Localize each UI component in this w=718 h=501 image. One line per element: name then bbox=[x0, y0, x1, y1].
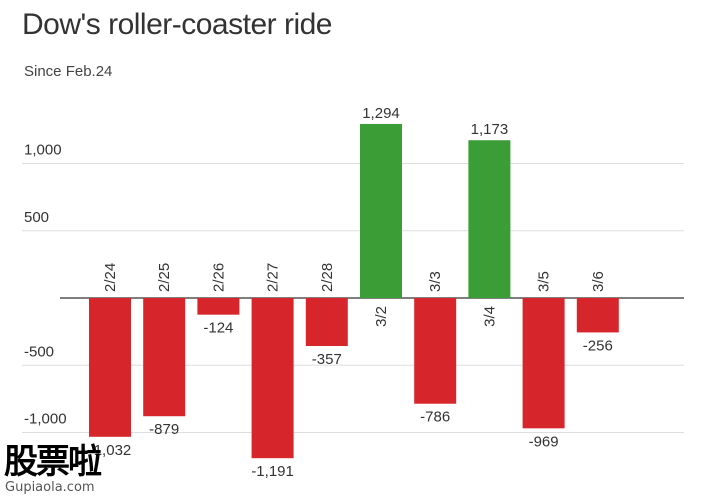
data-label: -1,032 bbox=[89, 442, 132, 459]
category-label: 3/3 bbox=[427, 271, 444, 292]
y-tick-label: 1,000 bbox=[24, 142, 62, 159]
bar bbox=[468, 140, 511, 298]
category-label: 2/25 bbox=[156, 263, 173, 292]
data-label: -1,191 bbox=[251, 463, 294, 480]
category-label: 3/5 bbox=[536, 271, 553, 292]
category-label: 3/6 bbox=[590, 271, 607, 292]
data-label: -786 bbox=[420, 409, 450, 426]
category-label: 2/24 bbox=[102, 263, 119, 292]
bar bbox=[89, 298, 131, 437]
labels: -1,000 -500 500 1,000 2/24 -1,032 2/25 -879 2/26… bbox=[24, 105, 613, 480]
bar bbox=[576, 298, 619, 333]
bar bbox=[414, 298, 457, 404]
bars bbox=[89, 123, 619, 459]
y-tick-label: -500 bbox=[24, 343, 54, 360]
category-label: 2/27 bbox=[265, 263, 282, 292]
watermark-logo: 股票啦 bbox=[4, 442, 102, 482]
data-label: -969 bbox=[529, 433, 559, 450]
data-label: 1,173 bbox=[471, 121, 509, 138]
category-label: 2/28 bbox=[319, 263, 336, 292]
bar bbox=[360, 123, 402, 298]
bar bbox=[305, 298, 348, 347]
bar bbox=[522, 298, 565, 429]
category-label: 3/2 bbox=[373, 306, 390, 327]
data-label: -256 bbox=[583, 337, 613, 354]
y-tick-label: 500 bbox=[24, 209, 49, 226]
data-label: 1,294 bbox=[362, 105, 400, 122]
bar bbox=[197, 298, 240, 315]
data-label: -124 bbox=[203, 320, 233, 337]
bar bbox=[251, 298, 294, 459]
watermark-url: Gupiaola.com bbox=[5, 480, 95, 495]
chart-title: Dow's roller-coaster ride bbox=[22, 8, 333, 41]
data-label: -879 bbox=[149, 421, 179, 438]
watermark: 股票啦 Gupiaola.com bbox=[4, 443, 124, 495]
bar bbox=[143, 298, 186, 417]
data-label: -357 bbox=[312, 351, 342, 368]
chart-subtitle: Since Feb.24 bbox=[24, 63, 113, 80]
category-label: 2/26 bbox=[210, 263, 227, 292]
y-tick-label: -1,000 bbox=[24, 411, 67, 428]
category-label: 3/4 bbox=[481, 306, 498, 327]
